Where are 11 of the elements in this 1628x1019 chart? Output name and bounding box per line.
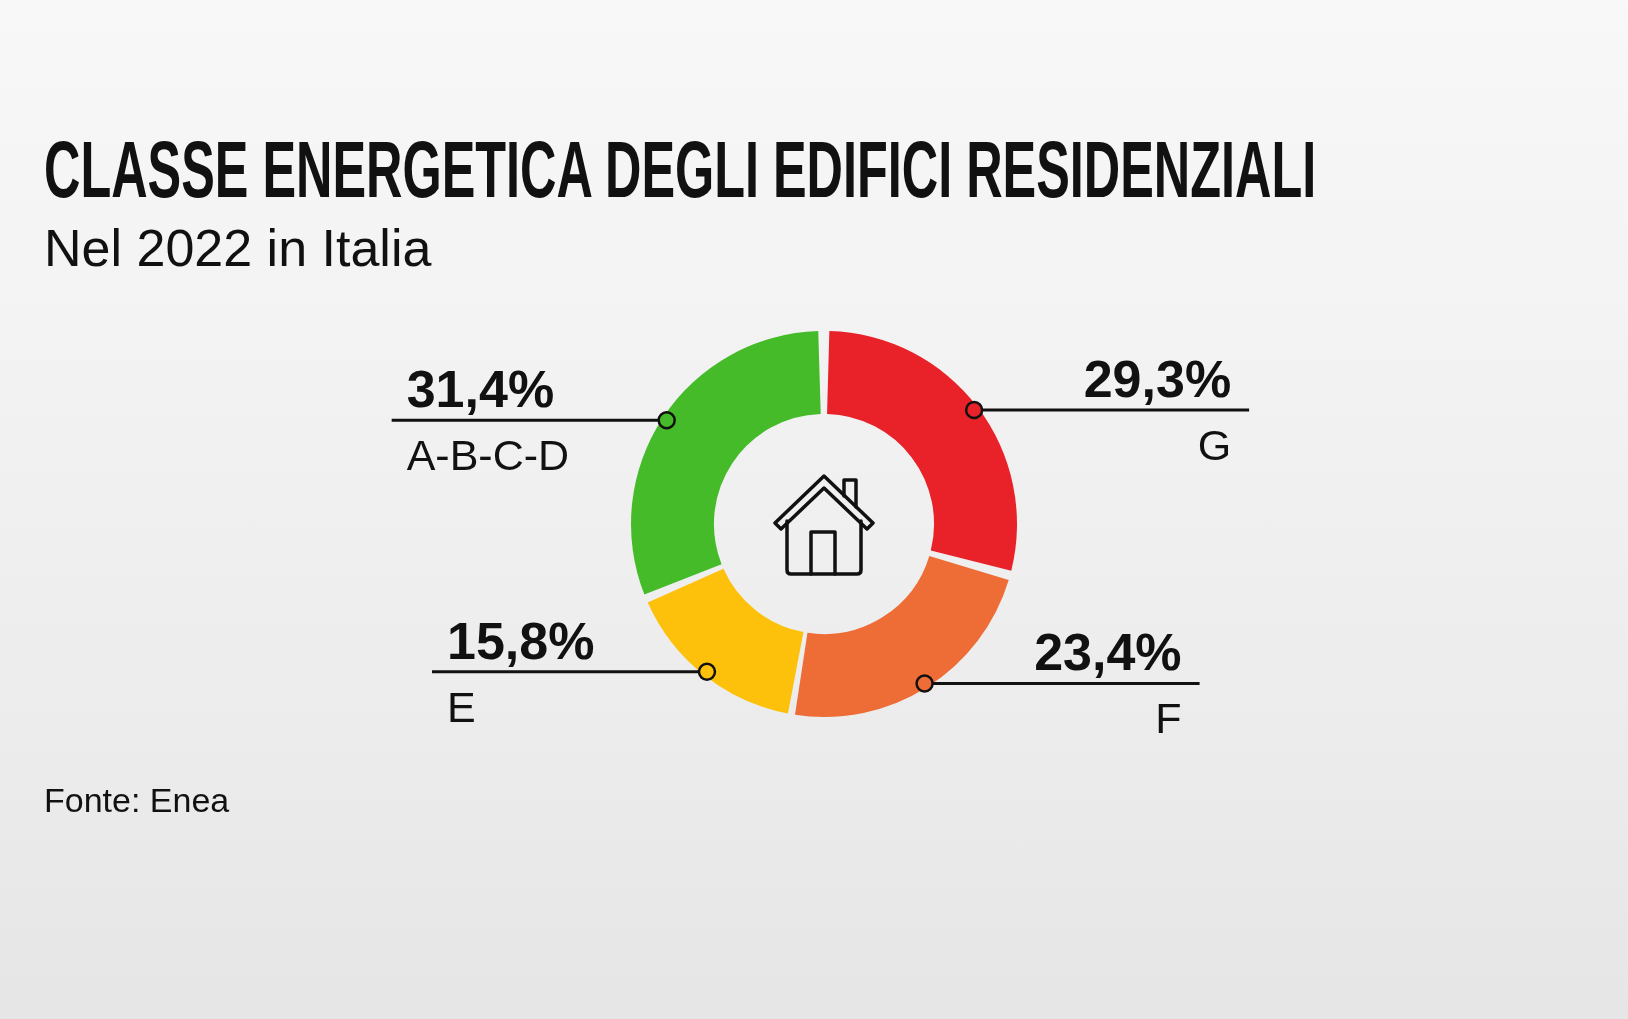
- data-label: 29,3%: [1083, 350, 1232, 409]
- chart-subtitle: Nel 2022 in Italia: [44, 219, 432, 277]
- slice-label: F: [1155, 694, 1182, 743]
- slice-label: A-B-C-D: [406, 431, 570, 480]
- chart-title: CLASSE ENERGETICA DEGLI EDIFICI RESIDENZIALI: [44, 125, 1317, 214]
- slice-label: E: [446, 682, 476, 731]
- data-label: 15,8%: [446, 611, 595, 670]
- slice-label: G: [1197, 421, 1232, 470]
- data-label: 31,4%: [406, 360, 555, 419]
- data-label: 23,4%: [1034, 623, 1182, 682]
- source-note: Fonte: Enea: [44, 781, 230, 819]
